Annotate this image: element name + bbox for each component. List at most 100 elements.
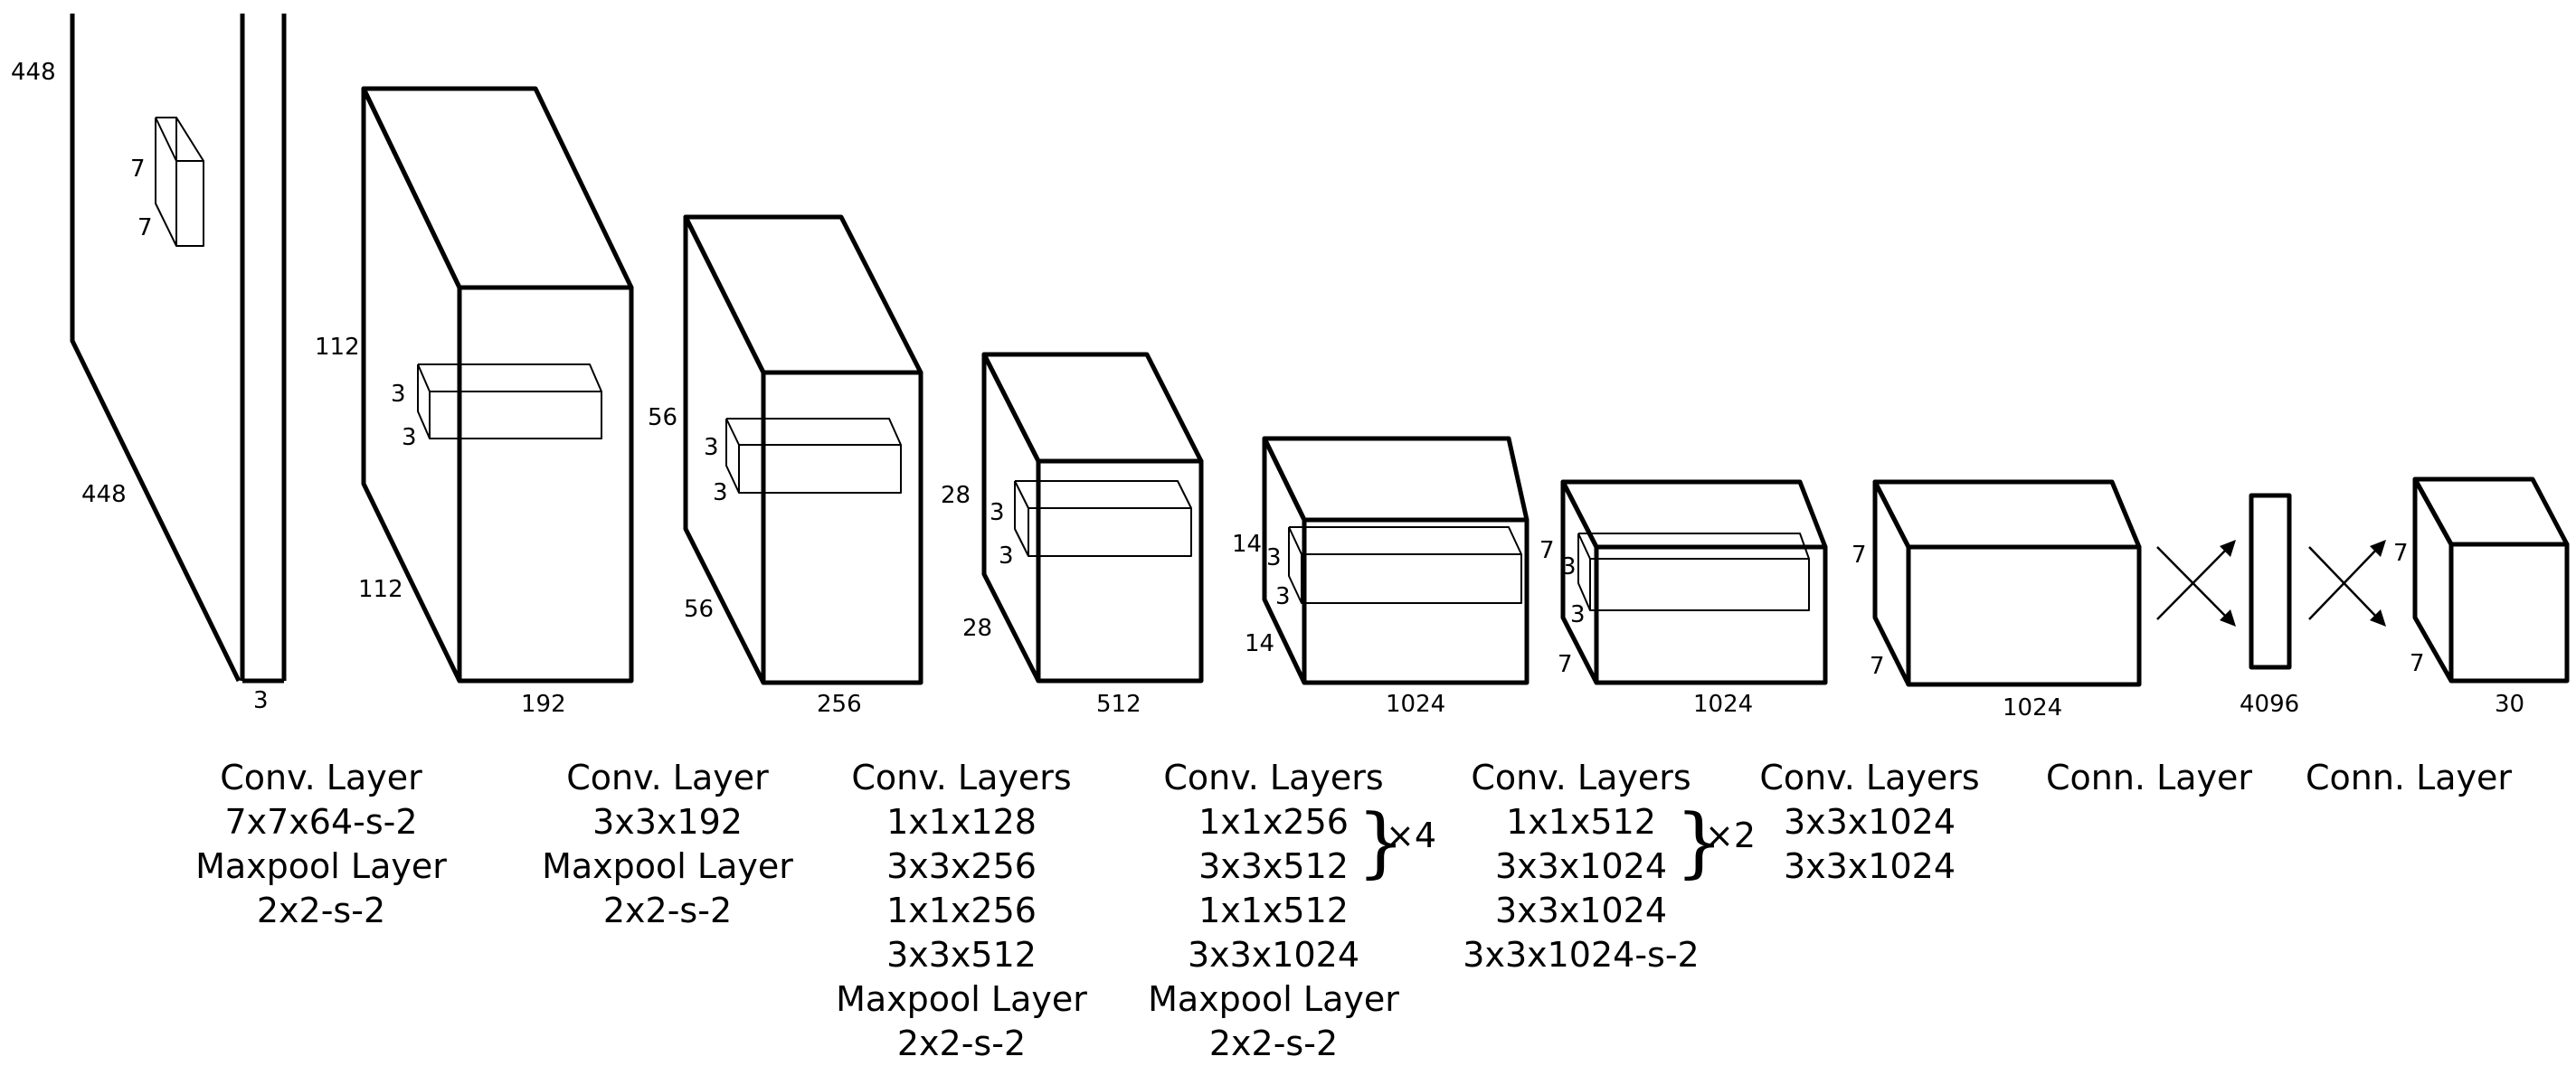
block6-width-label: 7 bbox=[1870, 653, 1885, 680]
kernel-3x3 bbox=[725, 418, 902, 494]
block5-kernel-label-bottom: 3 bbox=[1570, 601, 1586, 628]
svg-text:3x3x512: 3x3x512 bbox=[886, 935, 1037, 975]
block5-height-label: 7 bbox=[1539, 537, 1555, 564]
svg-text:Maxpool Layer: Maxpool Layer bbox=[1148, 979, 1399, 1019]
svg-text:2x2-s-2: 2x2-s-2 bbox=[603, 891, 732, 930]
block1-kernel-label-top: 3 bbox=[391, 381, 406, 408]
svg-text:3x3x1024: 3x3x1024 bbox=[1784, 846, 1956, 886]
kernel-3x3 bbox=[1288, 526, 1522, 604]
volume-56x56x256 bbox=[683, 214, 923, 685]
svg-text:Conv. Layers: Conv. Layers bbox=[1471, 758, 1690, 797]
svg-text:}: } bbox=[1357, 797, 1405, 886]
block4-height-label: 14 bbox=[1232, 531, 1262, 558]
svg-text:Maxpool Layer: Maxpool Layer bbox=[542, 846, 793, 886]
svg-text:Conv. Layers: Conv. Layers bbox=[851, 758, 1071, 797]
full-connection-arrows-1 bbox=[2156, 540, 2236, 627]
block4-kernel-label-top: 3 bbox=[1266, 544, 1282, 571]
block3-kernel-label-top: 3 bbox=[990, 499, 1005, 526]
block3-width-label: 28 bbox=[962, 615, 992, 642]
block1-height-label: 112 bbox=[315, 334, 360, 361]
block6-height-label: 7 bbox=[1852, 542, 1867, 569]
svg-text:2x2-s-2: 2x2-s-2 bbox=[1209, 1024, 1338, 1063]
fc-depth-label: 4096 bbox=[2240, 691, 2299, 718]
output-height-label: 7 bbox=[2393, 540, 2409, 567]
svg-text:3x3x1024-s-2: 3x3x1024-s-2 bbox=[1463, 935, 1699, 975]
repeat-bracket-x2: } ×2 bbox=[1675, 797, 1756, 886]
kernel-3x3 bbox=[1577, 533, 1810, 611]
svg-text:Conv. Layers: Conv. Layers bbox=[1163, 758, 1383, 797]
svg-text:3x3x512: 3x3x512 bbox=[1198, 846, 1349, 886]
svg-text:1x1x256: 1x1x256 bbox=[886, 891, 1037, 930]
block5-kernel-label-top: 3 bbox=[1561, 553, 1577, 580]
block2-kernel-label-top: 3 bbox=[704, 434, 719, 461]
block2-width-label: 56 bbox=[684, 596, 714, 623]
svg-text:Conn. Layer: Conn. Layer bbox=[2306, 758, 2512, 797]
block2-height-label: 56 bbox=[648, 404, 677, 431]
output-depth-label: 30 bbox=[2495, 691, 2524, 718]
svg-text:2x2-s-2: 2x2-s-2 bbox=[257, 891, 385, 930]
svg-text:1x1x512: 1x1x512 bbox=[1506, 802, 1656, 842]
svg-text:1x1x256: 1x1x256 bbox=[1198, 802, 1349, 842]
block3-depth-label: 512 bbox=[1096, 691, 1141, 718]
block1-kernel-label-bottom: 3 bbox=[402, 424, 417, 451]
caption-input: Conv. Layer 7x7x64-s-2 Maxpool Layer 2x2… bbox=[195, 758, 447, 930]
svg-text:2x2-s-2: 2x2-s-2 bbox=[897, 1024, 1026, 1063]
volume-7x7x1024-a bbox=[1560, 479, 1828, 685]
svg-text:3x3x1024: 3x3x1024 bbox=[1495, 846, 1667, 886]
block2-kernel-label-bottom: 3 bbox=[713, 479, 728, 506]
svg-text:Conv. Layers: Conv. Layers bbox=[1759, 758, 1979, 797]
caption-block6: Conn. Layer bbox=[2046, 758, 2252, 797]
caption-block2: Conv. Layers 1x1x128 3x3x256 1x1x256 3x3… bbox=[836, 758, 1087, 1063]
kernel-label-top: 7 bbox=[130, 156, 146, 183]
block4-depth-label: 1024 bbox=[1386, 691, 1445, 718]
svg-text:3x3x256: 3x3x256 bbox=[886, 846, 1037, 886]
svg-text:3x3x1024: 3x3x1024 bbox=[1495, 891, 1667, 930]
block6-depth-label: 1024 bbox=[2003, 694, 2062, 722]
block3-height-label: 28 bbox=[941, 482, 971, 509]
repeat-bracket-x4: } ×4 bbox=[1357, 797, 1436, 886]
block2-depth-label: 256 bbox=[817, 691, 862, 718]
input-width-label: 448 bbox=[11, 59, 56, 86]
input-depth-label: 3 bbox=[253, 687, 269, 714]
volume-28x28x512 bbox=[981, 352, 1204, 684]
svg-text:×4: ×4 bbox=[1386, 816, 1436, 855]
svg-text:3x3x1024: 3x3x1024 bbox=[1784, 802, 1956, 842]
svg-text:×2: ×2 bbox=[1705, 816, 1756, 855]
kernel-3x3 bbox=[417, 363, 602, 439]
svg-text:3x3x192: 3x3x192 bbox=[592, 802, 743, 842]
volume-7x7x1024-b bbox=[1872, 479, 2142, 687]
svg-text:1x1x128: 1x1x128 bbox=[886, 802, 1037, 842]
block5-width-label: 7 bbox=[1558, 651, 1573, 678]
volume-14x14x1024 bbox=[1262, 436, 1530, 685]
output-width-label: 7 bbox=[2410, 650, 2425, 677]
input-volume bbox=[70, 14, 287, 684]
kernel-label-bottom: 7 bbox=[137, 214, 153, 241]
svg-text:Maxpool Layer: Maxpool Layer bbox=[195, 846, 447, 886]
fc-vector-4096 bbox=[2249, 493, 2292, 670]
svg-text:3x3x1024: 3x3x1024 bbox=[1188, 935, 1359, 975]
svg-text:Conn. Layer: Conn. Layer bbox=[2046, 758, 2252, 797]
caption-block3: Conv. Layers 1x1x256 3x3x512 1x1x512 3x3… bbox=[1148, 758, 1399, 1063]
svg-text:7x7x64-s-2: 7x7x64-s-2 bbox=[224, 802, 417, 842]
svg-text:Maxpool Layer: Maxpool Layer bbox=[836, 979, 1087, 1019]
svg-text:Conv. Layer: Conv. Layer bbox=[566, 758, 769, 797]
svg-text:}: } bbox=[1675, 797, 1723, 886]
kernel-3x3 bbox=[1014, 480, 1192, 557]
svg-text:Conv. Layer: Conv. Layer bbox=[220, 758, 422, 797]
full-connection-arrows-2 bbox=[2308, 540, 2386, 627]
block3-kernel-label-bottom: 3 bbox=[999, 542, 1014, 570]
volume-112x112x192 bbox=[361, 86, 634, 684]
block5-depth-label: 1024 bbox=[1693, 691, 1753, 718]
input-height-label: 448 bbox=[81, 481, 127, 508]
caption-block4: Conv. Layers 1x1x512 3x3x1024 3x3x1024 3… bbox=[1463, 758, 1699, 975]
caption-block5: Conv. Layers 3x3x1024 3x3x1024 bbox=[1759, 758, 1979, 886]
block1-width-label: 112 bbox=[358, 576, 403, 603]
block1-depth-label: 192 bbox=[521, 691, 566, 718]
block4-kernel-label-bottom: 3 bbox=[1275, 583, 1291, 610]
caption-fc: Conn. Layer bbox=[2306, 758, 2512, 797]
output-volume-7x7x30 bbox=[2412, 476, 2570, 684]
svg-text:1x1x512: 1x1x512 bbox=[1198, 891, 1349, 930]
caption-block1: Conv. Layer 3x3x192 Maxpool Layer 2x2-s-… bbox=[542, 758, 793, 930]
kernel-7x7 bbox=[155, 117, 204, 247]
